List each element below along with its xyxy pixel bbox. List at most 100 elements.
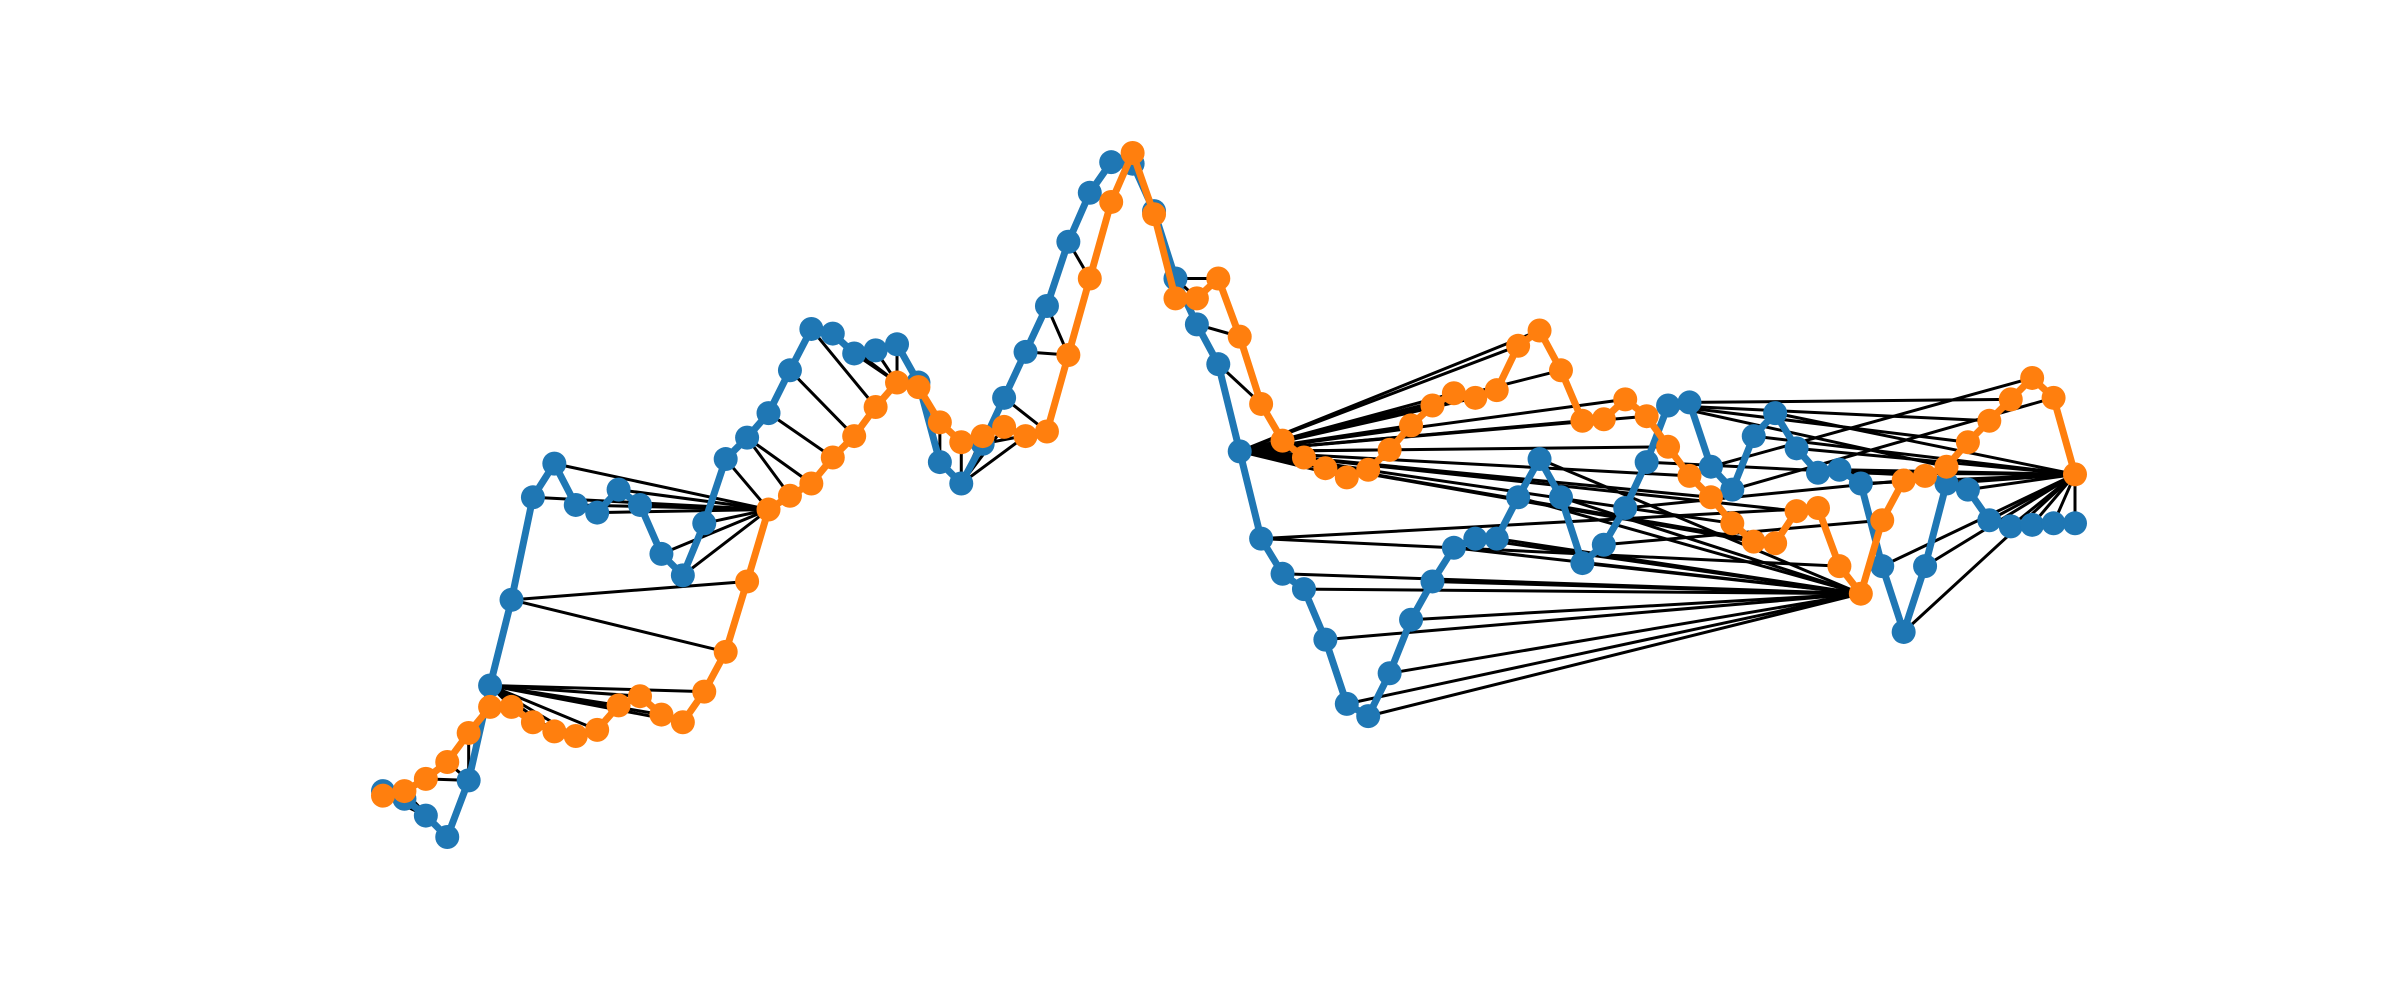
- series-point: [413, 766, 438, 791]
- series-point: [1570, 408, 1595, 433]
- series-point: [1527, 318, 1552, 343]
- series-point: [885, 332, 910, 357]
- series-point: [1763, 401, 1788, 426]
- alignment-line: [1667, 403, 1990, 423]
- alignment-line: [597, 508, 769, 515]
- series-point: [1698, 485, 1723, 510]
- series-point: [1484, 526, 1509, 551]
- series-point: [906, 375, 931, 400]
- series-point: [520, 485, 545, 510]
- series-point: [628, 684, 653, 709]
- series-point: [799, 471, 824, 496]
- series-point: [1848, 581, 1873, 606]
- series-point: [1227, 439, 1252, 464]
- series-point: [2063, 511, 2087, 536]
- alignment-line: [1410, 592, 1861, 622]
- series-point: [1356, 704, 1381, 729]
- alignment-line: [1303, 587, 1861, 596]
- series-point: [863, 338, 888, 363]
- alignment-line: [1774, 411, 2076, 476]
- alignment-line: [1710, 376, 2033, 469]
- series-point: [1934, 454, 1959, 479]
- series-point: [435, 825, 460, 849]
- alignment-line: [1432, 579, 1861, 596]
- series-point: [456, 768, 481, 793]
- series-point: [2041, 385, 2066, 410]
- series-point: [1206, 266, 1231, 291]
- series-point: [692, 679, 717, 704]
- alignment-line: [1988, 473, 2076, 522]
- series-point: [1463, 385, 1488, 410]
- series-point: [992, 385, 1017, 410]
- series-point: [1077, 180, 1102, 205]
- alignment-line: [1902, 473, 2077, 634]
- series-point: [863, 395, 888, 420]
- series-point: [499, 587, 524, 612]
- series-point: [777, 483, 802, 508]
- series-point: [649, 541, 674, 566]
- series-point: [1955, 477, 1980, 502]
- series-point: [670, 710, 695, 735]
- series-point: [949, 430, 974, 455]
- series-point: [435, 750, 460, 775]
- series-point: [1870, 554, 1895, 579]
- series: [371, 150, 2087, 849]
- series-point: [1249, 526, 1274, 551]
- series-point: [1870, 508, 1895, 533]
- series-point: [1399, 607, 1424, 632]
- series-point: [1548, 485, 1573, 510]
- series-point: [392, 779, 417, 804]
- alignment-line: [1582, 561, 1861, 596]
- alignment-line: [1538, 457, 1862, 596]
- series-point: [970, 424, 995, 449]
- alignment-line: [1367, 592, 1862, 718]
- series-point: [1805, 460, 1830, 485]
- series-point: [1506, 485, 1531, 510]
- alignment-line: [1967, 472, 2076, 492]
- series-point: [1484, 378, 1509, 403]
- series-point: [842, 424, 867, 449]
- series-point: [1527, 447, 1552, 472]
- alignment-line: [1496, 537, 1862, 596]
- series-point: [585, 500, 610, 525]
- series-point: [1249, 391, 1274, 416]
- series-point: [735, 425, 760, 450]
- series-point: [1013, 424, 1038, 449]
- series-point: [1827, 554, 1852, 579]
- series-point: [1420, 569, 1445, 594]
- alignment-line: [511, 579, 748, 602]
- series-point: [649, 702, 674, 727]
- series-point: [1377, 661, 1402, 686]
- series-point: [1998, 514, 2023, 539]
- alignment-line: [745, 436, 792, 497]
- series-point: [542, 451, 567, 476]
- alignment-line: [1689, 397, 2011, 404]
- series-point: [1184, 286, 1209, 311]
- alignment-line: [1517, 495, 1862, 596]
- series-point: [1334, 691, 1359, 716]
- series-point: [1142, 202, 1167, 227]
- alignment-line: [660, 508, 770, 556]
- alignment-line: [1346, 592, 1862, 706]
- alignment-line: [788, 369, 856, 438]
- series-point: [1634, 450, 1659, 475]
- alignment-line: [1239, 397, 1626, 453]
- series: [371, 141, 2087, 808]
- series-point: [927, 450, 952, 475]
- series-point: [1291, 577, 1316, 602]
- series-point: [499, 694, 524, 719]
- series-point: [799, 316, 824, 341]
- series-point: [1891, 468, 1916, 493]
- series-point: [1698, 454, 1723, 479]
- series-point: [413, 803, 438, 828]
- alignment-line: [1389, 592, 1862, 675]
- series-point: [478, 673, 503, 698]
- series-point: [1334, 465, 1359, 490]
- series-point: [1977, 408, 2002, 433]
- series-point: [1570, 551, 1595, 576]
- series-point: [1784, 436, 1809, 461]
- series-point: [1613, 496, 1638, 521]
- series-point: [1741, 424, 1766, 449]
- series-point: [670, 563, 695, 588]
- series-point: [1720, 511, 1745, 536]
